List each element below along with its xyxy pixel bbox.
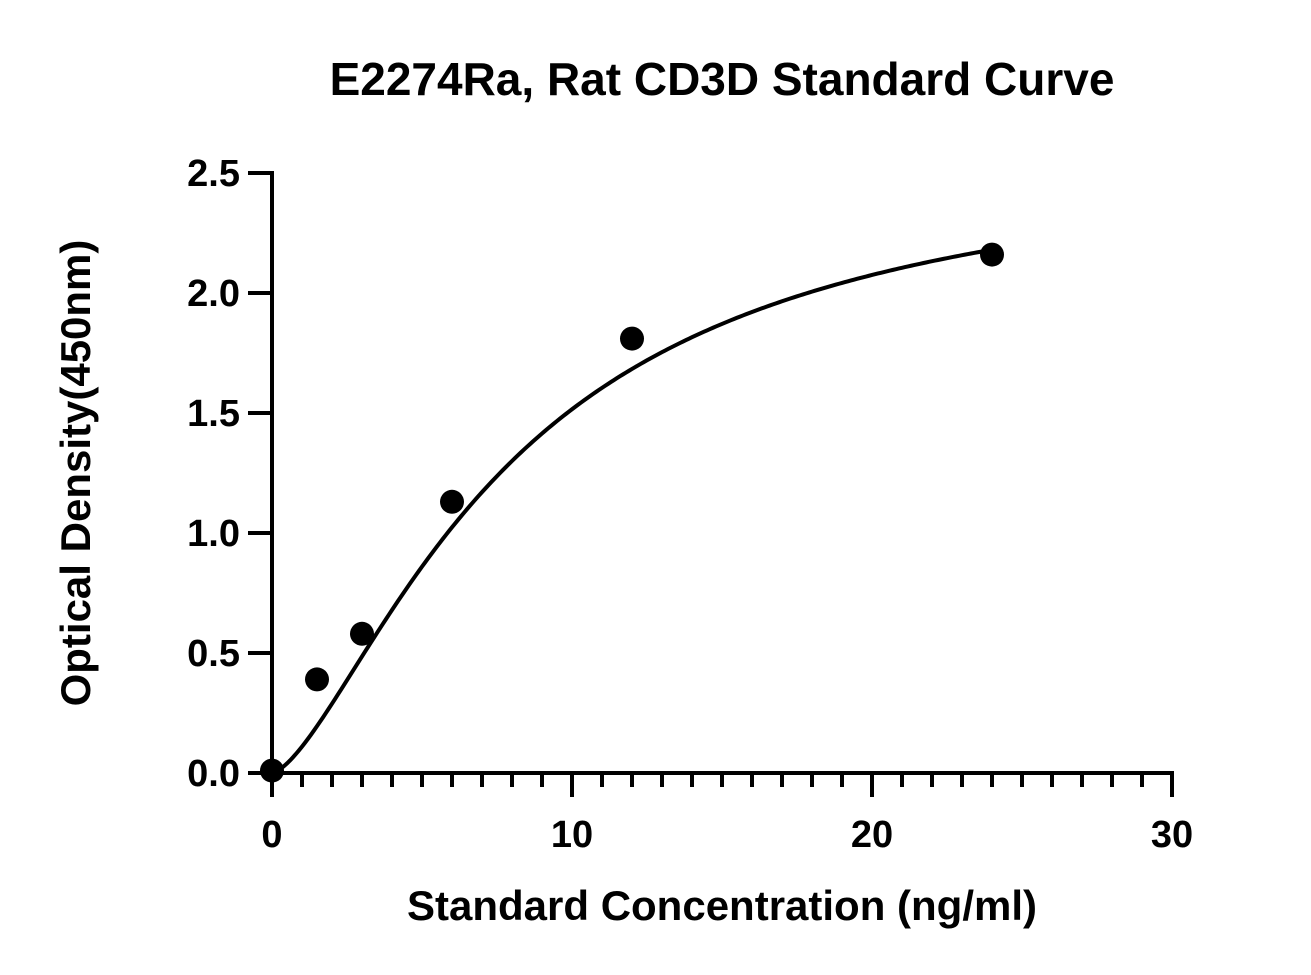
y-axis-ticks: 0.0 0.5 1.0 1.5 2.0 2.5: [187, 153, 272, 795]
data-point: [305, 667, 329, 692]
y-tick-label: 2.0: [187, 273, 240, 315]
x-axis-ticks: 0 10 20 30: [261, 773, 1193, 856]
y-tick-label: 0.5: [187, 633, 240, 675]
data-points: [260, 242, 1004, 783]
x-tick-label: 0: [261, 814, 282, 856]
data-point: [620, 326, 644, 351]
x-tick-label: 30: [1151, 814, 1193, 856]
y-tick-label: 2.5: [187, 153, 240, 195]
x-tick-label: 20: [851, 814, 893, 856]
y-tick-label: 0.0: [187, 753, 240, 795]
data-point: [440, 489, 464, 514]
y-tick-label: 1.5: [187, 393, 240, 435]
chart-title: E2274Ra, Rat CD3D Standard Curve: [330, 53, 1115, 105]
fit-curve: [271, 247, 993, 775]
y-tick-label: 1.0: [187, 513, 240, 555]
x-axis-label: Standard Concentration (ng/ml): [407, 882, 1037, 929]
y-axis-label: Optical Density(450nm): [52, 240, 99, 707]
data-point: [260, 758, 284, 783]
x-tick-label: 10: [551, 814, 593, 856]
axes: [270, 171, 1174, 775]
data-point: [980, 242, 1004, 267]
data-point: [350, 621, 374, 646]
